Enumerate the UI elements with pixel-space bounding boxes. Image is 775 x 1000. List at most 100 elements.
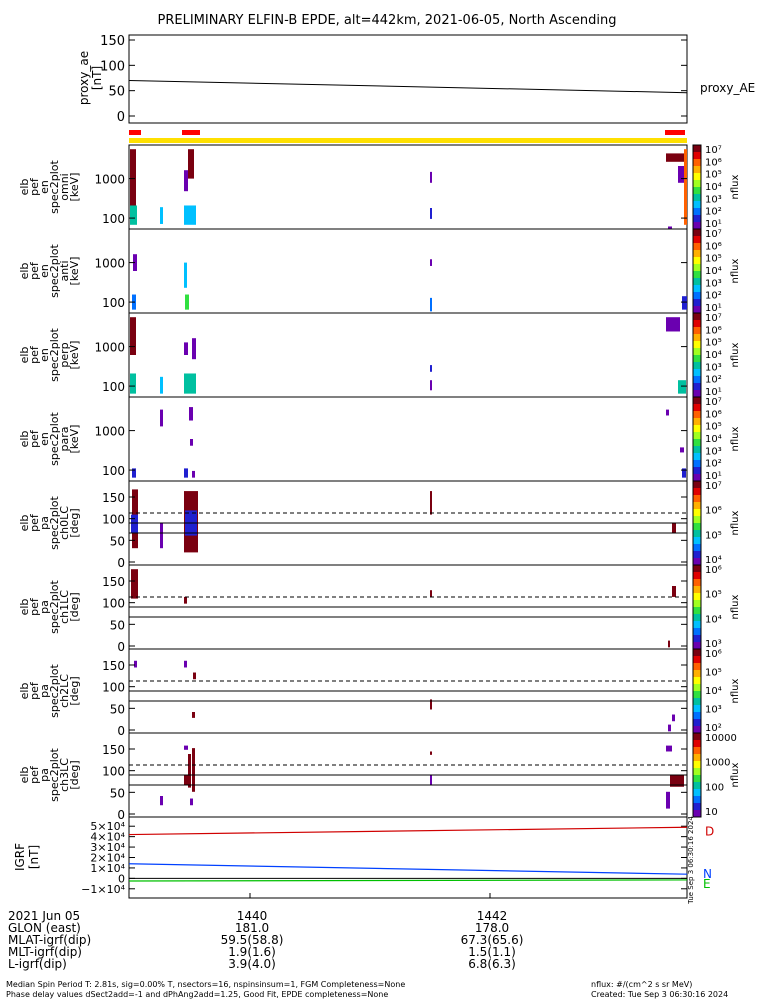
ae-tick-label: 100 — [100, 59, 125, 74]
p8-tick-label: 0 — [117, 808, 125, 822]
p6-ylabel: ch1LC — [58, 590, 71, 624]
p8-spectrogram-cell — [666, 791, 670, 809]
p2-colorbar-label: 10⁴ — [705, 266, 722, 277]
p5-spectrogram-cell — [672, 523, 676, 534]
p6-colorbar-step — [693, 600, 701, 608]
p3-colorbar-step — [693, 362, 701, 370]
p3-colorbar-step — [693, 320, 701, 328]
p1-ylabel: [keV] — [68, 173, 81, 202]
p5-tick-label: 100 — [102, 513, 125, 527]
p5-ylabel: spec2plot — [48, 496, 61, 550]
ae-ylabel: proxy_ae — [77, 51, 91, 105]
p4-colorbar-label: 10⁷ — [705, 397, 722, 408]
p3-colorbar-step — [693, 327, 701, 335]
p7-ylabel: elb — [18, 683, 31, 700]
p6-ylabel: spec2plot — [48, 580, 61, 634]
p1-spectrogram-cell — [678, 166, 684, 183]
p1-colorbar-label: 10⁷ — [705, 145, 722, 156]
p6-colorbar-step — [693, 614, 701, 622]
p4-spectrogram-cell — [189, 407, 193, 421]
p7-spectrogram-cell — [193, 672, 196, 680]
p1-spectrogram-cell — [430, 171, 432, 183]
igrf-series-E — [128, 879, 688, 882]
p7-colorbar-step — [693, 663, 701, 671]
p3-colorbar-step — [693, 383, 701, 391]
p8-tick-label: 50 — [110, 786, 125, 800]
p4-ylabel: en — [38, 432, 51, 446]
p7-colorbar-step — [693, 670, 701, 678]
ae-series-line — [128, 80, 688, 94]
p7-colorbar-step — [693, 691, 701, 699]
igrf-tick-label: 3×10⁴ — [90, 841, 125, 854]
p1-colorbar-step — [693, 187, 701, 195]
plot-title: PRELIMINARY ELFIN-B EPDE, alt=442km, 202… — [158, 13, 617, 28]
p3-colorbar-step — [693, 376, 701, 384]
p6-colorbar-step — [693, 628, 701, 636]
p7-spectrogram-cell — [134, 660, 137, 668]
igrf-tick-label: 4×10⁴ — [90, 831, 125, 844]
p7-spectrogram-cell — [192, 712, 195, 718]
p1-colorbar-step — [693, 145, 701, 153]
p4-colorbar-step — [693, 467, 701, 475]
p3-colorbar-unit: nflux — [730, 342, 741, 367]
p1-colorbar-step — [693, 222, 701, 230]
p4-colorbar-step — [693, 397, 701, 405]
p3-colorbar-step — [693, 313, 701, 321]
p1-spectrogram-cell — [160, 207, 163, 224]
xaxis-row-value: 59.5(58.8) — [221, 933, 284, 947]
p7-colorbar-step — [693, 656, 701, 664]
p3-colorbar-step — [693, 348, 701, 356]
p3-spectrogram-cell — [678, 380, 686, 394]
p8-colorbar-label: 1000 — [705, 758, 730, 769]
p3-spectrogram-cell — [666, 317, 680, 332]
p8-colorbar-label: 10 — [705, 807, 718, 818]
p3-colorbar-label: 10¹ — [705, 387, 722, 398]
p4-colorbar-step — [693, 446, 701, 454]
p3-spectrogram-cell — [430, 365, 432, 372]
p2-panel-frame — [128, 228, 688, 314]
p3-spectrogram-cell — [192, 338, 196, 360]
p5-tick-label: 150 — [102, 491, 125, 505]
p1-ylabel: omni — [58, 173, 71, 200]
p2-colorbar-step — [693, 285, 701, 293]
p4-spectrogram-cell — [666, 409, 669, 416]
igrf-tick-label: 1×10⁴ — [90, 862, 125, 875]
p3-colorbar-step — [693, 334, 701, 342]
igrf-ylabel-unit: [nT] — [27, 845, 41, 869]
p5-colorbar-step — [693, 509, 701, 517]
p1-spectrogram-cell — [666, 153, 684, 162]
p5-colorbar-unit: nflux — [730, 510, 741, 535]
p5-colorbar-step — [693, 551, 701, 559]
igrf-tick-label: −1×10⁴ — [81, 883, 125, 896]
p6-colorbar-step — [693, 607, 701, 615]
xaxis-row-label: L-igrf(dip) — [8, 957, 67, 971]
footer-created: Created: Tue Sep 3 06:30:16 2024 — [591, 990, 728, 999]
p8-ylabel: spec2plot — [48, 748, 61, 802]
p8-spectrogram-cell — [430, 751, 432, 755]
p7-colorbar-step — [693, 726, 701, 734]
p3-spectrogram-cell — [430, 380, 432, 391]
p7-tick-label: 150 — [102, 659, 125, 673]
p2-colorbar-label: 10¹ — [705, 303, 722, 314]
p8-tick-label: 150 — [102, 743, 125, 757]
ae-ylabel-unit: [nT] — [90, 66, 104, 90]
p4-spectrogram-cell — [160, 409, 163, 427]
p8-colorbar-step — [693, 754, 701, 762]
p3-spectrogram-cell — [160, 376, 163, 394]
ae-tick-label: 0 — [117, 110, 125, 125]
p5-colorbar-label: 10⁷ — [705, 481, 722, 492]
p4-colorbar-unit: nflux — [730, 426, 741, 451]
p5-spectrogram-cell — [160, 523, 163, 549]
p1-colorbar-step — [693, 173, 701, 181]
p3-ylabel: spec2plot — [48, 328, 61, 382]
coverage-bar — [129, 138, 687, 143]
ae-tick-label: 50 — [108, 85, 125, 100]
p5-colorbar-step — [693, 495, 701, 503]
p3-colorbar-label: 10⁷ — [705, 313, 722, 324]
p8-ylabel: elb — [18, 767, 31, 784]
p4-colorbar-label: 10⁶ — [705, 409, 722, 420]
p4-spectrogram-cell — [192, 470, 195, 478]
status-bar-segment — [182, 130, 200, 135]
p8-colorbar-step — [693, 740, 701, 748]
p4-spectrogram-cell — [680, 447, 684, 453]
